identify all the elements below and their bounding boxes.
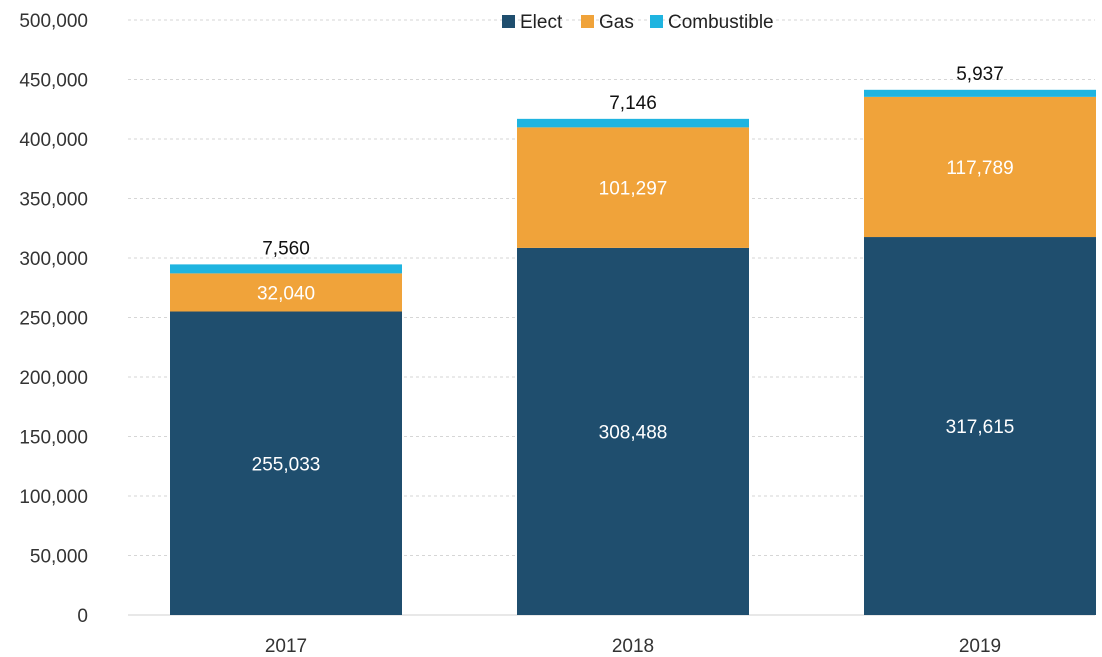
legend-label-gas: Gas [599,12,634,33]
y-tick-label: 0 [77,606,88,627]
x-axis-ticks: 2017 2018 2019 [265,636,1001,657]
data-label-elect: 308,488 [599,422,668,443]
data-label-combustible: 7,146 [609,93,657,114]
legend: Elect Gas Combustible [502,12,774,33]
bar-elect-2018 [517,247,749,615]
y-axis-ticks: 0 50,000 100,000 150,000 200,000 250,000 300,0… [19,11,88,627]
data-label-elect: 317,615 [946,417,1015,438]
bar-combustible-2018 [517,118,749,128]
y-tick-label: 400,000 [19,130,88,151]
y-tick-label: 50,000 [30,547,88,568]
bar-gas-2019 [864,96,1096,238]
bar-combustible-2017 [170,264,402,274]
legend-swatch-gas [581,15,594,28]
data-label-gas: 32,040 [257,283,315,304]
y-tick-label: 300,000 [19,249,88,270]
x-tick-label: 2019 [959,636,1001,657]
y-tick-label: 200,000 [19,368,88,389]
x-tick-label: 2018 [612,636,654,657]
y-tick-label: 500,000 [19,11,88,32]
bar-gas-2017 [170,273,402,312]
data-label-elect: 255,033 [252,454,321,475]
bar-elect-2017 [170,311,402,615]
y-tick-label: 350,000 [19,190,88,211]
y-tick-label: 450,000 [19,71,88,92]
data-label-combustible: 5,937 [956,64,1004,85]
legend-swatch-elect [502,15,515,28]
data-label-gas: 101,297 [599,179,668,200]
y-tick-label: 100,000 [19,487,88,508]
legend-label-combustible: Combustible [668,12,774,33]
data-labels: 255,033 32,040 7,560 308,488 101,297 7,146 317… [252,64,1015,475]
x-tick-label: 2017 [265,636,307,657]
data-label-gas: 117,789 [946,158,1013,179]
bars [170,89,1096,615]
y-tick-label: 150,000 [19,428,88,449]
bar-gas-2018 [517,127,749,248]
legend-label-elect: Elect [520,12,563,33]
legend-swatch-combustible [650,15,663,28]
bar-combustible-2019 [864,89,1096,97]
data-label-combustible: 7,560 [262,238,310,259]
bar-elect-2019 [864,237,1096,615]
y-tick-label: 250,000 [19,309,88,330]
